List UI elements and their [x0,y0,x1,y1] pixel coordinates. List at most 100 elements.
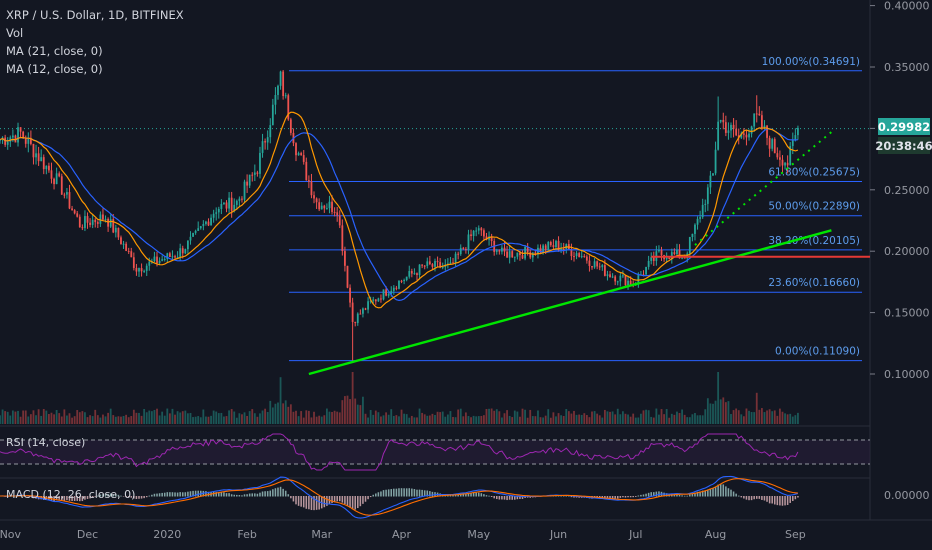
macd-legend[interactable]: MACD (12, 26, close, 0) [6,488,136,501]
rsi-legend[interactable]: RSI (14, close) [6,436,86,449]
macd-histogram-bar [148,495,151,497]
volume-bar [557,413,560,424]
macd-histogram-bar [498,496,501,500]
volume-bar [470,417,472,424]
candle-body [331,201,333,212]
dotted-trendline[interactable] [694,131,833,246]
volume-bar [436,411,439,424]
candle-body [377,298,380,302]
macd-histogram-bar [94,496,97,497]
macd-histogram-bar [181,492,184,497]
volume-bar [779,408,781,424]
macd-histogram-bar [673,494,676,497]
candle-body [238,198,241,201]
volume-bar [789,413,792,424]
macd-histogram-bar [117,494,120,497]
macd-histogram-bar [681,495,683,497]
candle-body [722,119,725,123]
candle-body [691,233,694,238]
price-tick-label: 0.25000 [884,184,930,197]
volume-bar [616,408,619,424]
ma12-legend[interactable]: MA (12, close, 0) [6,62,103,76]
candle-body [205,221,207,224]
candle-body [593,261,596,268]
macd-histogram-bar [766,496,768,502]
macd-histogram-bar [359,496,362,507]
volume-bar [673,414,676,424]
macd-histogram-bar [403,488,405,497]
candle-body [380,298,382,300]
volume-bar [125,414,128,424]
volume-bar [603,409,606,424]
volume-bar [251,409,254,424]
ma21-legend[interactable]: MA (21, close, 0) [6,44,103,58]
macd-histogram-bar [145,496,148,498]
macd-histogram-bar [568,495,570,497]
candle-body [68,192,71,209]
macd-histogram-bar [506,496,508,501]
ma21-line [0,128,798,302]
macd-histogram-bar [84,496,86,500]
macd-histogram-bar [218,492,220,497]
symbol-title[interactable]: XRP / U.S. Dollar, 1D, BITFINEX [6,8,184,22]
volume-bar [210,415,212,424]
candle-body [418,264,421,276]
volume-bar [207,416,210,424]
volume-bar [114,416,117,424]
candle-body [212,213,215,218]
volume-bar [390,409,393,424]
volume-bar [184,410,187,424]
volume-bar [96,415,99,424]
candle-body [202,223,205,227]
volume-bar [755,392,758,424]
macd-histogram-bar [647,492,650,497]
macd-histogram-bar [109,493,112,497]
volume-bar [287,406,290,424]
candle-body [683,257,686,259]
candle-body [96,222,99,224]
macd-histogram-bar [717,484,719,497]
macd-histogram-bar [326,496,328,506]
fibonacci-retracement[interactable]: 100.00%(0.34691) 61.80%(0.25675) 50.00%(0.… [289,56,862,362]
volume-bar [454,417,457,424]
candle-body [259,152,261,174]
candle-body [217,208,220,213]
volume-bar [192,417,194,424]
macd-histogram-bar [524,496,526,498]
volume-bar [181,411,184,424]
vol-legend[interactable]: Vol [6,26,24,40]
moving-averages [0,111,799,309]
volume-bar [423,414,426,424]
candle-body [472,230,475,236]
candle-body [658,249,660,252]
time-axis[interactable]: Nov Dec 2020 Feb Mar Apr May Jun Jul Aug Sep [0,528,806,541]
volume-bar [634,417,637,424]
macd-histogram-bar [310,496,313,511]
macd-histogram-bar [609,496,611,499]
trend-drawings[interactable] [308,131,870,376]
volume-bar [99,417,102,424]
volume-bar [655,408,658,424]
macd-histogram-bar [748,496,750,501]
volume-bar [462,416,465,424]
volume-bar [261,410,264,424]
macd-histogram-bar [333,496,336,503]
candle-body [598,266,601,268]
macd-histogram-bar [650,492,652,497]
macd-histogram-bar [768,496,771,504]
macd-histogram-bar [315,496,318,510]
volume-bar [50,412,53,424]
ascending-trendline[interactable] [308,229,832,376]
candle-body [166,253,169,259]
macd-histogram-bar [616,496,619,499]
candle-body [364,308,367,310]
volume-bar [351,372,354,424]
macd-histogram-bar [709,488,712,497]
macd-histogram-bar [197,490,199,497]
volume-bar [186,413,189,424]
candle-body [274,94,277,105]
volume-bar [120,416,122,424]
macd-histogram-bar [89,496,91,499]
macd-histogram-bar [691,493,694,497]
